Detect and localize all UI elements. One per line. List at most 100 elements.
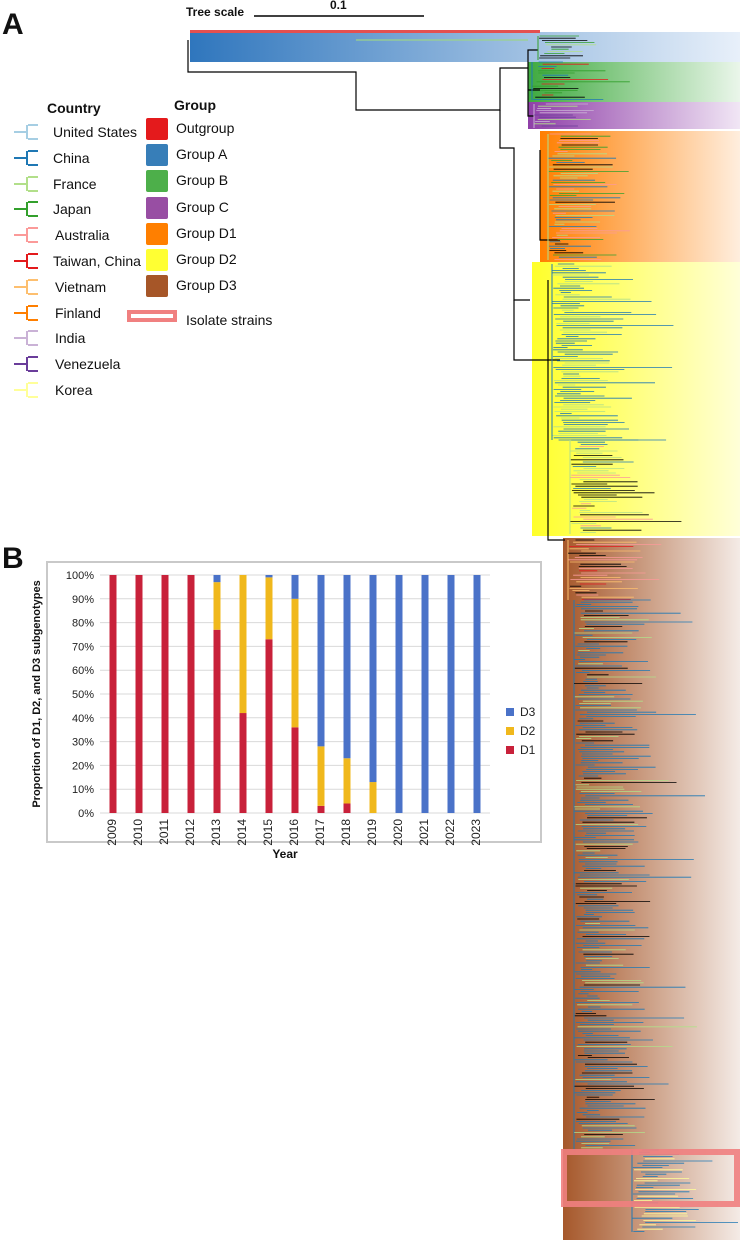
panel-b-label: B xyxy=(2,542,24,575)
isolate-strains-swatch xyxy=(127,310,177,322)
group-legend-swatch xyxy=(146,170,168,193)
bar-segment-d2 xyxy=(213,582,221,630)
country-legend-label: Taiwan, China xyxy=(53,253,141,269)
country-legend-label: Japan xyxy=(53,201,92,218)
country-legend-mark xyxy=(14,201,40,218)
country-legend-mark xyxy=(14,253,40,269)
x-tick-label: 2015 xyxy=(261,819,275,846)
country-legend-mark xyxy=(14,227,40,244)
legend-swatch-d2 xyxy=(506,727,514,735)
x-tick-label: 2023 xyxy=(469,819,483,846)
group-legend-label: Group B xyxy=(176,172,229,189)
bar-segment-d1 xyxy=(213,629,221,813)
bar-segment-d3 xyxy=(317,575,325,747)
legend-label-d3: D3 xyxy=(520,705,536,719)
group-d1-band xyxy=(540,131,740,262)
y-tick-label: 60% xyxy=(72,665,94,677)
bar-segment-d2 xyxy=(343,758,351,804)
country-legend-mark xyxy=(14,124,40,140)
group-legend-label: Outgroup xyxy=(176,120,235,136)
bar-segment-d3 xyxy=(369,575,377,783)
legend-swatch-d1 xyxy=(506,746,514,754)
group-legend-swatch xyxy=(146,275,168,298)
bar-segment-d2 xyxy=(369,782,377,813)
x-tick-label: 2021 xyxy=(417,819,431,846)
x-tick-label: 2012 xyxy=(183,819,197,846)
x-tick-label: 2009 xyxy=(105,819,119,846)
country-legend-mark xyxy=(14,175,40,192)
group-legend-swatch xyxy=(146,196,168,219)
bar-segment-d2 xyxy=(239,575,247,714)
bar-segment-d1 xyxy=(161,575,169,813)
country-legend-label: United States xyxy=(53,124,138,140)
bar-segment-d3 xyxy=(421,575,429,813)
bar-segment-d1 xyxy=(239,713,247,813)
y-tick-label: 100% xyxy=(66,570,94,582)
country-legend-mark xyxy=(14,149,40,166)
country-legend-label: China xyxy=(53,149,90,166)
bar-segment-d3 xyxy=(473,575,481,813)
group-legend-swatch xyxy=(146,249,168,271)
bar-segment-d3 xyxy=(213,575,221,583)
country-legend-label: Vietnam xyxy=(55,278,107,295)
x-tick-label: 2016 xyxy=(287,819,301,846)
group-legend-title: Group xyxy=(174,97,216,113)
legend-swatch-d3 xyxy=(506,708,514,716)
bar-segment-d3 xyxy=(265,575,273,578)
y-tick-label: 0% xyxy=(78,808,94,820)
x-tick-label: 2018 xyxy=(339,819,353,846)
bar-segment-d1 xyxy=(109,575,117,813)
group-legend-swatch xyxy=(146,144,168,167)
x-tick-label: 2017 xyxy=(313,819,327,846)
x-tick-label: 2022 xyxy=(443,819,457,846)
legend-label-d1: D1 xyxy=(520,743,536,757)
bar-segment-d2 xyxy=(317,746,325,806)
country-legend-mark xyxy=(14,304,40,321)
y-tick-label: 20% xyxy=(72,760,94,772)
y-axis-title: Proportion of D1, D2, and D3 subgenotype… xyxy=(31,580,43,807)
y-tick-label: 80% xyxy=(72,618,94,630)
y-tick-label: 90% xyxy=(72,594,94,606)
legend-label-d2: D2 xyxy=(520,724,536,738)
group-legend-swatch xyxy=(146,118,168,140)
country-legend-label: Finland xyxy=(55,304,101,321)
bar-segment-d1 xyxy=(317,805,325,813)
group-legend-label: Group D1 xyxy=(176,224,237,241)
bar-segment-d3 xyxy=(395,575,403,813)
y-tick-label: 40% xyxy=(72,713,94,725)
bar-segment-d1 xyxy=(291,727,299,813)
tree-scale-value: 0.1 xyxy=(330,0,347,12)
x-tick-label: 2019 xyxy=(365,819,379,846)
isolate-strains-box xyxy=(561,1149,740,1207)
bar-segment-d3 xyxy=(291,575,299,599)
group-legend-label: Group D3 xyxy=(176,277,237,294)
country-legend-label: Venezuela xyxy=(55,356,121,373)
country-legend-label: France xyxy=(53,175,97,192)
bar-segment-d3 xyxy=(447,575,455,813)
x-tick-label: 2011 xyxy=(157,819,171,845)
x-tick-label: 2014 xyxy=(235,819,249,846)
isolate-strains-label: Isolate strains xyxy=(186,312,273,328)
bar-segment-d1 xyxy=(343,803,351,813)
group-legend-swatch xyxy=(146,222,168,245)
y-tick-label: 10% xyxy=(72,784,94,796)
country-legend-label: India xyxy=(55,330,86,347)
bar-segment-d3 xyxy=(343,575,351,759)
x-tick-label: 2010 xyxy=(131,819,145,846)
bar-segment-d1 xyxy=(187,575,195,813)
y-tick-label: 50% xyxy=(72,689,94,701)
country-legend-label: Australia xyxy=(55,227,110,244)
country-legend-title: Country xyxy=(47,100,101,116)
tree-scale-label: Tree scale xyxy=(186,5,245,19)
y-tick-label: 30% xyxy=(72,737,94,749)
bar-segment-d1 xyxy=(265,639,273,813)
country-legend-mark xyxy=(14,278,40,295)
group-a-band xyxy=(190,32,740,62)
x-tick-label: 2013 xyxy=(209,819,223,846)
panel-a-label: A xyxy=(2,8,24,41)
group-legend-label: Group C xyxy=(176,198,229,215)
group-legend-label: Group A xyxy=(176,146,228,163)
group-legend-label: Group D2 xyxy=(176,251,237,267)
